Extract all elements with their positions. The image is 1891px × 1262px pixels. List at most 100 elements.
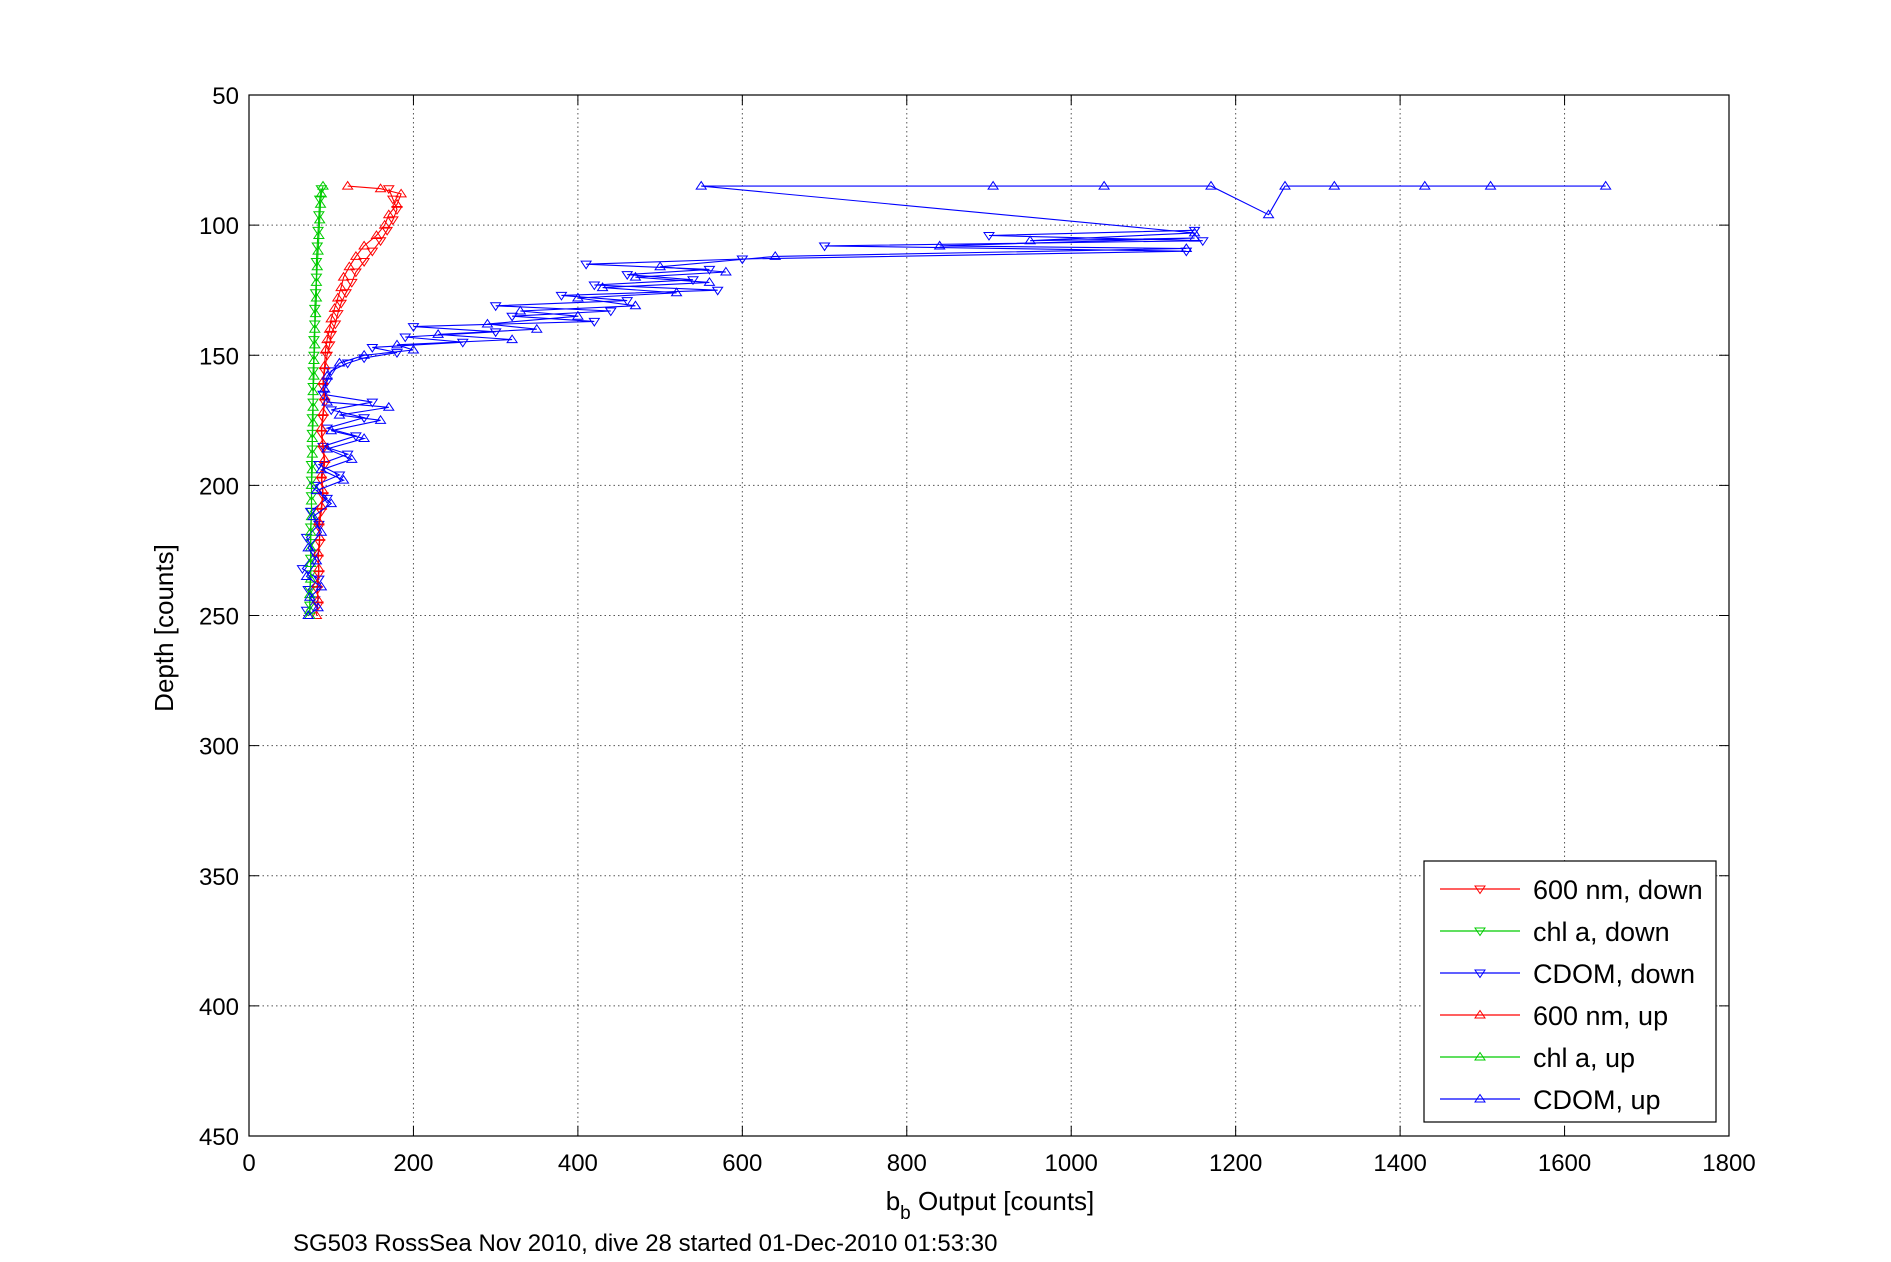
data-point xyxy=(317,485,329,495)
data-point xyxy=(310,485,323,495)
data-point xyxy=(307,401,320,411)
data-point xyxy=(530,323,543,333)
data-point xyxy=(312,226,325,236)
data-point xyxy=(312,516,325,526)
data-point xyxy=(308,370,320,380)
data-point xyxy=(305,479,318,489)
x-tick-label: 600 xyxy=(722,1150,762,1177)
data-point xyxy=(345,278,358,288)
data-point xyxy=(325,406,338,416)
data-point xyxy=(315,469,328,479)
data-point xyxy=(629,271,642,281)
series-600-nm-up xyxy=(310,180,408,619)
data-point xyxy=(313,195,326,205)
data-point xyxy=(310,258,323,267)
data-point xyxy=(319,344,332,354)
data-point xyxy=(1484,180,1497,190)
data-point xyxy=(983,232,995,241)
data-point xyxy=(391,206,403,215)
legend-label: CDOM, up xyxy=(1533,1085,1661,1115)
data-point xyxy=(399,333,412,343)
data-point xyxy=(1328,180,1341,190)
data-point xyxy=(580,260,593,270)
x-axis-label: bb Output [counts] xyxy=(886,1186,1095,1224)
legend-label: chl a, up xyxy=(1533,1043,1635,1073)
data-point xyxy=(315,526,328,536)
data-point xyxy=(1262,209,1275,219)
data-point xyxy=(321,443,334,453)
data-point xyxy=(1188,227,1201,237)
data-point xyxy=(308,323,321,333)
data-point xyxy=(621,297,634,306)
data-point xyxy=(335,299,348,309)
data-point xyxy=(315,500,328,510)
y-axis-label: Depth [counts] xyxy=(149,544,179,712)
data-point xyxy=(314,198,327,208)
data-point xyxy=(325,498,338,508)
data-point xyxy=(306,464,319,474)
data-point xyxy=(304,558,317,567)
data-point xyxy=(317,407,329,417)
data-point xyxy=(621,271,634,280)
legend-swatch-marker xyxy=(1474,885,1486,895)
data-point xyxy=(391,198,403,208)
data-point xyxy=(302,585,315,595)
data-point xyxy=(1180,243,1193,253)
y-tick-label: 300 xyxy=(199,734,239,761)
data-point xyxy=(1098,180,1111,190)
legend-item: 600 nm, down xyxy=(1440,875,1703,905)
legend: 600 nm, down chl a, down CDOM, down 600 nm,… xyxy=(1423,860,1717,1123)
data-point xyxy=(378,219,391,229)
x-tick-label: 1800 xyxy=(1702,1150,1755,1177)
y-tick-label: 400 xyxy=(199,994,239,1021)
data-point xyxy=(323,323,336,333)
data-point xyxy=(374,183,387,193)
y-tick-label: 350 xyxy=(199,864,239,891)
data-point xyxy=(489,328,502,338)
legend-item: CDOM, down xyxy=(1440,959,1695,989)
data-point xyxy=(629,300,642,310)
series-line-cdom-up xyxy=(305,185,1606,616)
data-point xyxy=(1188,226,1201,236)
data-point xyxy=(328,303,341,312)
y-tick-label: 50 xyxy=(212,83,239,110)
legend-swatch-marker xyxy=(1474,1093,1486,1103)
data-point xyxy=(311,578,324,588)
data-point xyxy=(703,276,716,286)
data-point xyxy=(300,606,313,616)
x-axis-label-b: b xyxy=(886,1186,900,1216)
data-point xyxy=(321,494,334,504)
y-tick-label: 250 xyxy=(199,604,239,631)
data-point xyxy=(588,281,601,291)
data-point xyxy=(358,258,371,267)
footer-caption: SG503 RossSea Nov 2010, dive 28 started … xyxy=(293,1230,997,1257)
data-point xyxy=(333,471,346,481)
data-point xyxy=(308,304,321,314)
data-point xyxy=(596,282,609,292)
data-point xyxy=(358,433,371,443)
legend-label: chl a, down xyxy=(1533,917,1670,947)
x-tick-label: 1000 xyxy=(1045,1150,1098,1177)
data-point xyxy=(331,310,344,320)
axis-ticks: 0 200 400 600 800 1000 1200 1400 1600 1800 50 100 15… xyxy=(199,83,1756,1177)
data-point xyxy=(333,409,346,419)
data-point xyxy=(321,396,334,406)
data-point xyxy=(300,571,313,580)
data-point xyxy=(374,414,387,424)
data-point xyxy=(309,289,322,299)
series-cdom-up xyxy=(300,180,1612,619)
data-point xyxy=(312,575,325,585)
data-point xyxy=(391,349,403,359)
data-point xyxy=(310,276,323,286)
data-point xyxy=(311,242,324,252)
data-point xyxy=(366,247,379,257)
data-point xyxy=(506,334,519,344)
data-point xyxy=(370,230,383,240)
data-point xyxy=(331,292,344,302)
data-point xyxy=(571,292,584,302)
data-point xyxy=(358,240,371,250)
x-tick-label: 200 xyxy=(393,1150,433,1177)
data-point xyxy=(307,417,320,427)
data-point xyxy=(312,563,325,573)
data-point xyxy=(296,565,309,575)
